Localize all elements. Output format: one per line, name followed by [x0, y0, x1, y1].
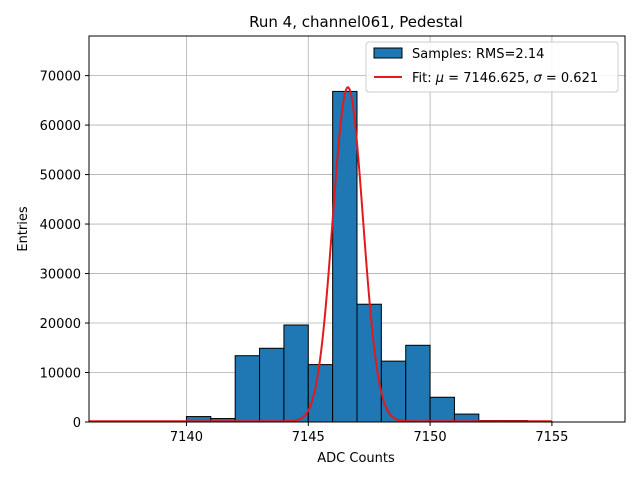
legend-fit-mu-symbol: μ	[435, 71, 444, 86]
histogram-bar	[405, 344, 431, 423]
y-tick-label: 60000	[40, 119, 81, 134]
histogram-bar	[259, 347, 285, 423]
legend-entry-fit: Fit: μ = 7146.625, σ = 0.621	[412, 71, 598, 86]
legend-entry-samples: Samples: RMS=2.14	[412, 47, 544, 62]
legend-fit-sigma-symbol: σ	[534, 71, 543, 86]
y-tick-label: 0	[73, 416, 81, 431]
y-tick-label: 50000	[40, 169, 81, 184]
x-axis-label: ADC Counts	[317, 451, 395, 466]
fit-curve	[89, 86, 552, 423]
histogram-bar	[429, 396, 455, 423]
y-tick-label: 70000	[40, 70, 81, 85]
histogram-bar	[234, 355, 261, 423]
x-tick-label: 7150	[414, 430, 447, 445]
x-tick-label: 7140	[170, 430, 203, 445]
legend-fit-sigma-value: = 0.621	[542, 71, 598, 86]
histogram-bar	[307, 364, 334, 423]
y-axis-label: Entries	[16, 206, 31, 252]
histogram-bar	[332, 90, 358, 423]
x-tick-label: 7145	[292, 430, 325, 445]
y-tick-label: 10000	[40, 367, 81, 382]
histogram-bar	[283, 324, 309, 423]
legend-fit-mu-value: = 7146.625,	[444, 71, 533, 86]
legend-box	[365, 41, 619, 93]
legend-swatch-samples	[373, 47, 403, 59]
y-tick-label: 20000	[40, 317, 81, 332]
legend-fit-prefix: Fit:	[412, 71, 436, 86]
histogram-bar	[380, 360, 407, 423]
plot-frame	[88, 35, 626, 423]
y-tick-label: 40000	[40, 218, 81, 233]
histogram-bar	[356, 303, 382, 423]
y-tick-label: 30000	[40, 268, 81, 283]
histogram-bars	[185, 90, 553, 423]
axis-ticks: 7140 7145 7150 7155 0 10000 20000 30000 40000 500…	[40, 70, 569, 445]
legend: Samples: RMS=2.14 Fit: μ = 7146.625, σ =…	[365, 41, 619, 93]
chart-title: Run 4, channel061, Pedestal	[249, 13, 463, 31]
x-tick-label: 7155	[535, 430, 568, 445]
fit-curve-layer	[89, 86, 552, 423]
